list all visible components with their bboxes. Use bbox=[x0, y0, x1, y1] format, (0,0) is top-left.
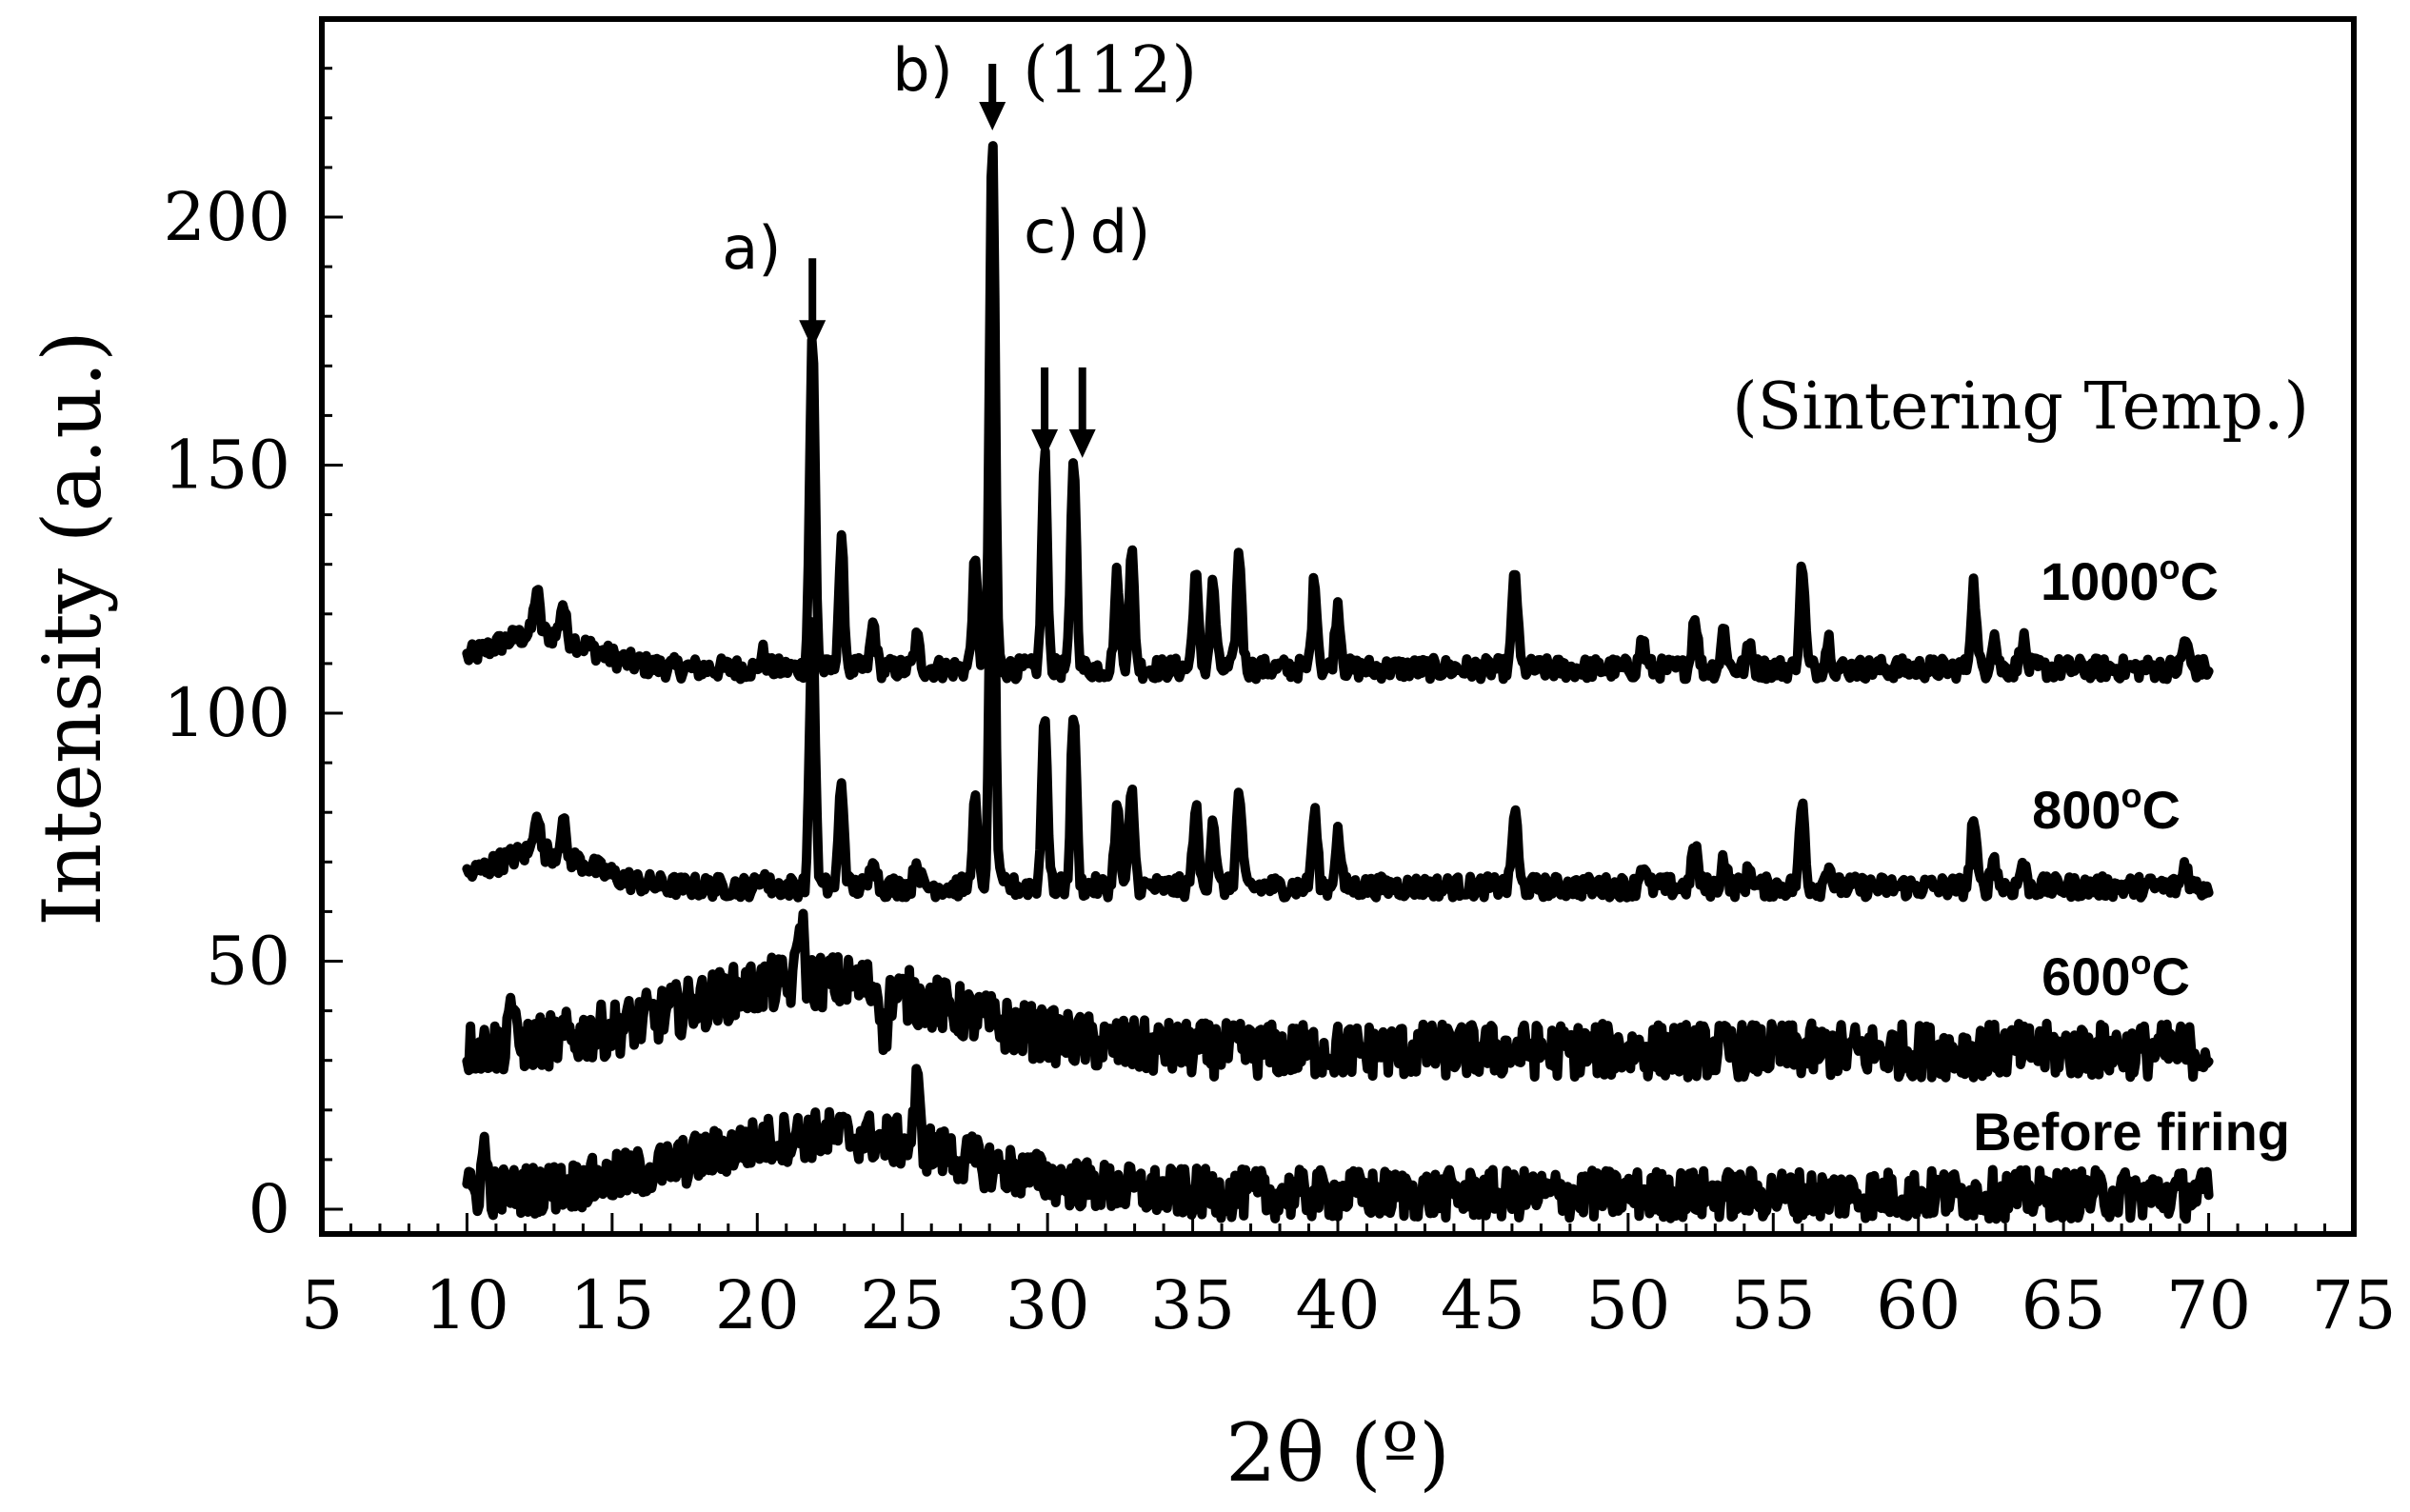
series-label-unit: C bbox=[2142, 780, 2181, 840]
series-label-unit: C bbox=[2152, 946, 2190, 1006]
series-label-unit: C bbox=[2181, 551, 2219, 611]
series-trace-2 bbox=[462, 908, 2214, 1083]
x-tick-label: 15 bbox=[569, 1266, 654, 1344]
series-label: Before firing bbox=[1973, 1102, 2290, 1162]
series-trace-3 bbox=[462, 1064, 2214, 1224]
peak-annotations: a) b) (112) c) d) bbox=[722, 33, 1197, 458]
x-tick-label: 45 bbox=[1441, 1266, 1525, 1344]
y-tick-label: 200 bbox=[163, 178, 290, 256]
x-tick-label: 35 bbox=[1150, 1266, 1235, 1344]
series-label-text: Before firing bbox=[1973, 1102, 2290, 1162]
x-tick-label: 10 bbox=[425, 1266, 509, 1344]
series-label-degree: o bbox=[2121, 776, 2142, 815]
peak-arrow-head bbox=[1068, 428, 1096, 458]
x-tick-label: 30 bbox=[1006, 1266, 1090, 1344]
x-tick-label: 5 bbox=[301, 1266, 344, 1344]
peak-label-c: c) bbox=[1024, 197, 1079, 267]
y-tick-label: 0 bbox=[248, 1170, 290, 1248]
series-label-text: 600 bbox=[2042, 946, 2130, 1006]
peak-arrow-head bbox=[979, 102, 1006, 131]
header-annotation: (Sintering Temp.) bbox=[1732, 369, 2309, 445]
y-tick-label: 100 bbox=[163, 674, 290, 752]
series-label-degree: o bbox=[2131, 943, 2152, 982]
peak-label-112: (112) bbox=[1023, 33, 1197, 109]
peak-label-d: d) bbox=[1090, 197, 1151, 267]
series-label: 1000oC bbox=[2041, 547, 2219, 611]
x-tick-label: 25 bbox=[860, 1266, 945, 1344]
x-tick-label: 40 bbox=[1295, 1266, 1380, 1344]
x-axis-title: 2θ (º) bbox=[1225, 1406, 1450, 1500]
peak-arrow-head bbox=[1031, 428, 1059, 458]
x-tick-label: 65 bbox=[2022, 1266, 2106, 1344]
x-tick-label: 50 bbox=[1585, 1266, 1670, 1344]
series-label-text: 1000 bbox=[2041, 551, 2160, 611]
series-trace-1 bbox=[462, 449, 2214, 903]
x-tick-label: 20 bbox=[715, 1266, 800, 1344]
x-tick-label: 55 bbox=[1731, 1266, 1816, 1344]
traces bbox=[462, 141, 2214, 1224]
x-tick-label: 60 bbox=[1876, 1266, 1961, 1344]
y-axis-ticks: 0 50 100 150 200 bbox=[163, 67, 343, 1248]
y-axis-title: Intensity (a.u.) bbox=[26, 330, 119, 926]
series-label-degree: o bbox=[2160, 547, 2181, 587]
peak-label-a: a) bbox=[722, 213, 781, 283]
series-label-text: 800 bbox=[2032, 780, 2121, 840]
x-tick-label: 75 bbox=[2311, 1266, 2396, 1344]
peak-label-b: b) bbox=[892, 35, 953, 105]
series-label: 600oC bbox=[2042, 943, 2190, 1006]
peak-arrow-head bbox=[799, 320, 827, 349]
y-tick-label: 50 bbox=[206, 923, 290, 1001]
x-axis-ticks: 5 10 15 20 25 30 35 40 45 50 55 60 65 70 75 bbox=[301, 1213, 2397, 1344]
y-tick-label: 150 bbox=[163, 427, 290, 505]
series-label: 800oC bbox=[2032, 776, 2181, 840]
x-tick-label: 70 bbox=[2166, 1266, 2251, 1344]
series-trace-0 bbox=[462, 141, 2214, 685]
